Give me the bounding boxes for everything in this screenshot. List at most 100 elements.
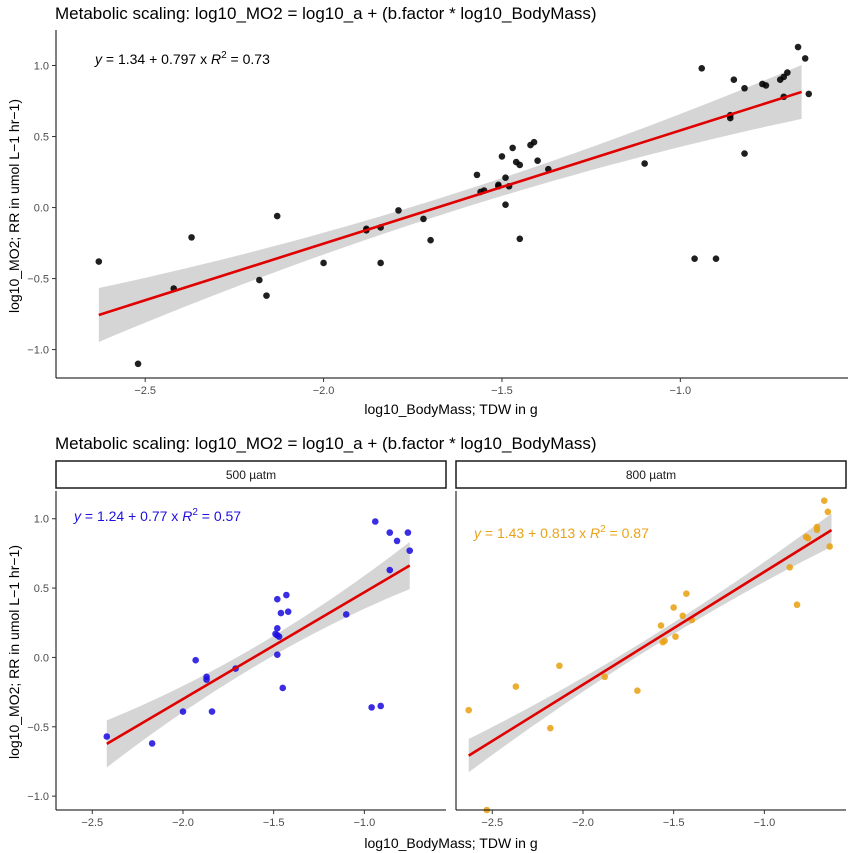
panel-800-x-tick-label: −2.5 bbox=[481, 817, 503, 829]
panel-500-data-point bbox=[274, 595, 281, 603]
panel-500-data-point bbox=[342, 611, 350, 618]
top-equation: y = 1.34 + 0.797 x R2 = 0.73 bbox=[94, 50, 270, 67]
top-data-point bbox=[498, 153, 506, 160]
panel-800-data-point bbox=[826, 543, 833, 550]
panel-500-data-point bbox=[386, 566, 394, 574]
top-x-tick-label: −2.5 bbox=[134, 385, 156, 397]
top-y-tick-label: 0.5 bbox=[34, 132, 49, 144]
top-x-tick-label: −1.0 bbox=[669, 385, 691, 397]
panel-800-equation: y = 1.43 + 0.813 x R2 = 0.87 bbox=[473, 524, 649, 541]
panel-500-data-point bbox=[283, 591, 290, 599]
top-data-point bbox=[641, 160, 648, 167]
strip-800 bbox=[455, 460, 847, 489]
top-data-point bbox=[377, 259, 384, 267]
panel-800-x-tick-label: −1.5 bbox=[663, 817, 685, 829]
panel-500-regression-line bbox=[106, 564, 411, 746]
strip-800-label: 800 µatm bbox=[626, 468, 676, 482]
panel-800-data-point bbox=[813, 523, 821, 531]
panel-500-data-point bbox=[279, 684, 287, 692]
panel-500-data-point bbox=[148, 740, 156, 747]
panel-500-data-point bbox=[404, 529, 412, 536]
panel-500-data-point bbox=[371, 518, 379, 525]
panel-500-plot-area: −2.5 −2.0 −1.5 −1.0 1.0 0.5 0.0 −0.5 −1.0 y = 1.2… bbox=[27, 491, 446, 829]
top-regression-line bbox=[98, 90, 803, 317]
panel-800-data-point bbox=[670, 604, 677, 611]
top-y-tick-label: 0.0 bbox=[34, 203, 49, 215]
top-data-point bbox=[134, 360, 142, 368]
panel-800-data-point bbox=[679, 612, 687, 620]
panel-500-equation: y = 1.24 + 0.77 x R2 = 0.57 bbox=[73, 507, 241, 524]
panel-800-data-point bbox=[547, 724, 554, 732]
panel-500-data-point bbox=[274, 631, 281, 639]
panel-500-data-point bbox=[103, 733, 111, 740]
top-data-point bbox=[502, 201, 509, 209]
panel-800-x-tick-label: −2.0 bbox=[572, 817, 594, 829]
panel-500-x-tick-label: −2.5 bbox=[81, 817, 103, 829]
panel-800-data-point bbox=[793, 601, 801, 609]
bottom-chart-title: Metabolic scaling: log10_MO2 = log10_a +… bbox=[55, 434, 596, 453]
top-data-point bbox=[509, 144, 516, 152]
top-data-point bbox=[516, 235, 524, 243]
top-data-point bbox=[395, 207, 402, 214]
top-data-point bbox=[712, 255, 720, 262]
panel-500-data-point bbox=[203, 676, 210, 683]
bottom-chart: Metabolic scaling: log10_MO2 = log10_a +… bbox=[6, 434, 847, 851]
top-data-point bbox=[530, 138, 538, 146]
panel-800-data-point bbox=[683, 590, 690, 597]
panel-500-y-tick-label: 0.0 bbox=[34, 652, 49, 664]
panel-500-y-tick-label: −0.5 bbox=[27, 722, 49, 734]
top-data-point bbox=[762, 82, 770, 89]
top-chart-title: Metabolic scaling: log10_MO2 = log10_a +… bbox=[55, 4, 596, 23]
top-data-point bbox=[691, 255, 698, 262]
top-data-point bbox=[801, 55, 809, 62]
panel-500-x-tick-label: −2.0 bbox=[172, 817, 194, 829]
panel-800-data-point bbox=[556, 662, 563, 670]
top-data-point bbox=[427, 236, 434, 244]
bottom-x-axis-label: log10_BodyMass; TDW in g bbox=[364, 835, 537, 851]
top-data-point bbox=[741, 150, 748, 157]
bottom-y-axis-label: log10_MO2; RR in umol L−1 hr−1) bbox=[6, 545, 22, 759]
top-data-point bbox=[794, 43, 802, 51]
panel-500-data-point bbox=[277, 609, 285, 617]
top-data-point bbox=[263, 292, 270, 299]
top-x-tick-label: −1.5 bbox=[491, 385, 513, 397]
panel-500-data-point bbox=[274, 625, 281, 632]
panel-500-data-point bbox=[386, 529, 394, 536]
panel-500-data-point bbox=[284, 608, 292, 615]
top-x-axis-label: log10_BodyMass; TDW in g bbox=[364, 401, 537, 417]
panel-800-data-point bbox=[824, 508, 832, 516]
top-data-point bbox=[534, 157, 541, 164]
panel-500-data-point bbox=[179, 708, 187, 715]
panel-500-data-point bbox=[393, 537, 401, 545]
top-y-tick-label: −0.5 bbox=[27, 274, 49, 286]
panel-500-x-tick-label: −1.5 bbox=[263, 817, 285, 829]
panel-500-data-point bbox=[406, 547, 414, 554]
panel-800-data-point bbox=[657, 622, 665, 629]
panel-500-y-tick-label: −1.0 bbox=[27, 791, 49, 803]
top-data-point bbox=[698, 65, 706, 72]
top-y-axis-label: log10_MO2; RR in umol L−1 hr−1) bbox=[6, 99, 22, 313]
panel-800-data-point bbox=[465, 706, 473, 714]
panel-800-plot-area: −2.5 −2.0 −1.5 −1.0 y = 1.43 + 0.813 x R2 = … bbox=[455, 491, 846, 829]
top-data-point bbox=[473, 171, 481, 179]
panel-800-data-point bbox=[601, 673, 609, 681]
top-data-point bbox=[273, 212, 281, 220]
panel-800-data-point bbox=[804, 534, 812, 542]
panel-500-data-point bbox=[368, 704, 375, 711]
top-plot-area: −2.5 −2.0 −1.5 −1.0 1.0 0.5 0.0 −0.5 −1.0 y = 1.3… bbox=[27, 30, 848, 397]
top-data-point bbox=[741, 84, 748, 92]
panel-500-data-point bbox=[377, 702, 385, 710]
panel-800-data-point bbox=[786, 563, 794, 571]
top-data-point bbox=[730, 76, 738, 84]
panel-800-x-tick-label: −1.0 bbox=[754, 817, 776, 829]
top-data-point bbox=[188, 234, 195, 241]
panel-800-data-point bbox=[661, 637, 668, 645]
panel-500-x-tick-label: −1.0 bbox=[354, 817, 376, 829]
panel-500-data-point bbox=[208, 708, 216, 715]
top-chart: Metabolic scaling: log10_MO2 = log10_a +… bbox=[6, 4, 848, 417]
top-data-point bbox=[805, 90, 813, 98]
panel-800-data-point bbox=[820, 497, 828, 505]
panel-800-regression-line bbox=[468, 529, 833, 757]
top-y-tick-label: 1.0 bbox=[34, 61, 49, 73]
